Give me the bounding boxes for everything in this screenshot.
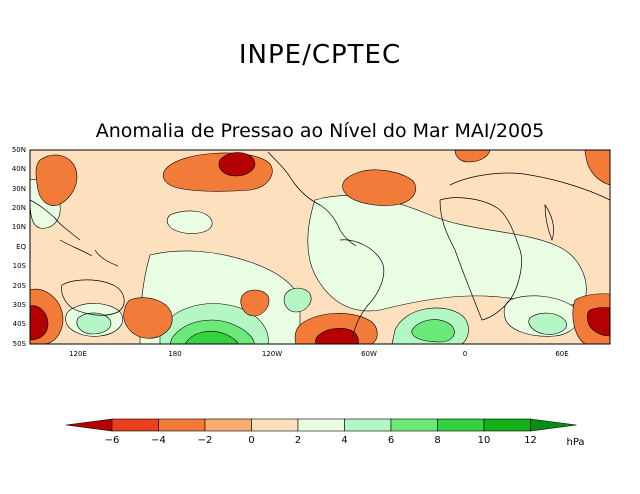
outline-south-america (339, 239, 385, 341)
outline-india (544, 203, 554, 242)
colorbar-tick-label: 8 (434, 435, 440, 446)
colorbar-box (251, 418, 299, 432)
lat-label-10n: 10N (12, 223, 26, 231)
map-title: Anomalia de Pressao ao Nível do Mar MAI/… (95, 120, 545, 142)
low-anomaly-southeast-core (587, 307, 610, 337)
low-anomaly-south-pacific (123, 297, 173, 339)
colorbar-unit: hPa (567, 437, 585, 448)
outline-east-asia (30, 199, 81, 241)
lat-axis: 50N 40N 30N 20N 10N EQ 10S 20S 30S 40S 5… (12, 146, 27, 348)
anomaly-map (29, 149, 611, 345)
colorbar-tick-label: −2 (198, 435, 213, 446)
lat-label-30s: 30S (13, 301, 27, 309)
low-anomaly-southwest-core (30, 305, 49, 341)
map-frame (29, 149, 611, 345)
colorbar-tick-label: −6 (105, 435, 120, 446)
colorbar-box (297, 418, 345, 432)
high-anomaly-subtropical (283, 287, 312, 313)
high-anomaly-south-atlantic-2 (411, 319, 455, 343)
outline-europe-asia (449, 172, 610, 201)
high-anomaly-indian (528, 312, 567, 335)
lat-label-40n: 40N (12, 165, 26, 173)
colorbar-tick-label: 6 (388, 435, 394, 446)
colorbar-tick-label: 10 (478, 435, 491, 446)
colorbar-tick-label: 2 (295, 435, 301, 446)
low-anomaly-south-america-core (315, 327, 359, 344)
colorbar-arrow-right (530, 418, 577, 432)
low-anomaly-arctic-nc (454, 150, 491, 163)
lat-label-20n: 20N (12, 204, 26, 212)
colorbar-box (390, 418, 438, 432)
lat-label-eq: EQ (16, 243, 26, 251)
colorbar-tick-label: 4 (341, 435, 347, 446)
lat-label-30n: 30N (12, 185, 26, 193)
high-anomaly-south-pacific-3 (184, 331, 239, 344)
colorbar-box (437, 418, 485, 432)
lat-label-20s: 20S (13, 282, 27, 290)
colorbar-box (111, 418, 159, 432)
colorbar-box (483, 418, 531, 432)
high-anomaly-australia (76, 312, 112, 335)
colorbar-arrow-left (65, 418, 113, 432)
lat-label-40s: 40S (13, 320, 27, 328)
lon-label-120e: 120E (69, 350, 87, 358)
low-anomaly-arctic-ne (584, 150, 610, 186)
header-title: INPE/CPTEC (238, 40, 402, 70)
low-anomaly-east-asia (35, 154, 78, 206)
outline-north-america (267, 151, 357, 247)
low-anomaly-north-pacific-core (218, 152, 256, 177)
lon-label-180: 180 (168, 350, 181, 358)
lon-label-0: 0 (463, 350, 467, 358)
colorbar-box (158, 418, 206, 432)
low-anomaly-north-atlantic (342, 169, 416, 206)
lon-label-120w: 120W (262, 350, 282, 358)
lon-axis: 120E 180 120W 60W 0 60E (69, 350, 569, 358)
lat-label-50n: 50N (12, 146, 26, 154)
lon-label-60e: 60E (555, 350, 568, 358)
colorbar: −6 −4 −2 0 2 4 6 8 10 12 hPa (65, 418, 585, 448)
colorbar-tick-label: 12 (524, 435, 537, 446)
colorbar-box (344, 418, 392, 432)
colorbar-tick-label: −4 (151, 435, 166, 446)
lat-label-10s: 10S (13, 262, 27, 270)
lat-label-50s: 50S (13, 340, 27, 348)
outline-africa (439, 197, 522, 321)
lon-label-60w: 60W (361, 350, 377, 358)
colorbar-box (204, 418, 252, 432)
colorbar-tick-label: 0 (248, 435, 254, 446)
low-anomaly-subtropical-pacific (240, 289, 270, 317)
positive-zone-central-pacific (167, 210, 213, 234)
outline-islands (59, 239, 119, 267)
outline-australia (61, 279, 125, 316)
